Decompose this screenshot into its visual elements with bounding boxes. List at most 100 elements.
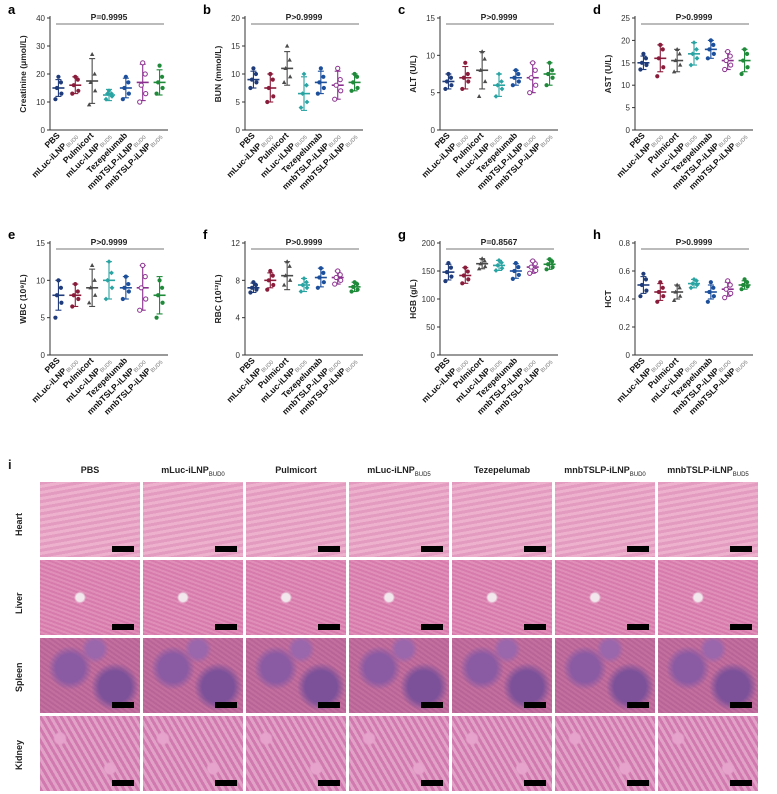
data-point [547,257,552,262]
data-point [550,75,555,80]
data-point [317,80,322,85]
row-label: Spleen [14,661,24,692]
data-point [75,289,80,294]
data-point [352,71,357,77]
data-point [122,285,127,290]
y-axis-label: Creatinine (μmol/L) [18,35,28,113]
data-point [338,277,344,283]
y-tick-label: 0 [626,126,631,135]
row-label: Kidney [14,739,24,770]
data-point [691,40,697,46]
y-axis-label: BUN (mmol/L) [213,46,223,103]
data-point [513,261,518,266]
data-point [103,296,109,302]
chart-panel-h: h00.20.40.60.8HCTP>0.9999PBSmLuc-iLNPBUD… [593,227,753,418]
histology-tile [349,638,449,713]
data-point [56,278,61,283]
data-point [157,278,162,283]
scale-bar [730,780,752,786]
data-point [513,68,518,73]
column-header: mnbTSLP-iLNPBUD0 [564,465,646,478]
x-tick-subscript: BUD5 [345,360,360,375]
data-point [335,268,341,274]
data-point [92,277,97,282]
data-point [742,277,747,282]
data-point [318,66,323,71]
data-point [482,56,487,61]
data-point [251,66,256,71]
y-tick-label: 5 [236,98,241,107]
data-point [656,56,661,61]
histology-tile [555,716,655,791]
y-tick-label: 0 [41,126,46,135]
data-point [655,74,660,79]
data-point [71,293,76,298]
y-tick-label: 0.4 [619,295,631,304]
histology-tile [452,482,552,557]
scale-bar [112,780,134,786]
histology-tile [349,560,449,635]
data-point [677,293,683,298]
p-value-label: P>0.9999 [286,12,323,22]
y-tick-label: 0 [431,351,436,360]
data-point [266,278,271,283]
column-header: Tezepelumab [473,465,531,475]
column-header-subscript: BUD0 [208,471,225,478]
data-point [466,277,471,282]
data-point [674,282,680,287]
y-tick-label: 0.2 [619,323,631,332]
data-point [723,57,729,64]
data-point [283,273,288,278]
data-point [89,263,95,267]
data-point [549,68,555,73]
data-point [105,277,110,283]
data-point [349,289,354,294]
scale-bar [730,624,752,630]
y-axis-label: HGB (g/L) [408,279,418,319]
data-point [137,99,143,105]
row-label: Liver [14,591,24,614]
data-point [154,315,159,320]
data-point [300,282,305,288]
data-point [58,80,64,85]
panel-letter: h [593,227,601,242]
y-tick-label: 5 [431,89,436,98]
data-point [155,293,161,298]
data-point [745,284,750,289]
data-point [496,71,502,77]
data-point [465,71,470,77]
data-point [249,285,255,290]
data-point [143,91,149,97]
x-tick-subscript: BUD5 [150,135,165,150]
data-point [138,285,144,291]
data-point [53,315,58,320]
data-point [300,91,305,96]
data-point [638,67,643,72]
data-point [694,55,700,61]
panel-letter: e [8,227,15,242]
data-point [304,285,310,291]
data-point [123,274,128,279]
scale-bar [318,780,340,786]
data-point [745,65,750,70]
data-point [512,268,517,274]
scale-bar [524,624,546,630]
data-point [516,71,521,77]
y-axis-label: HCT [603,289,613,307]
data-point [516,264,521,270]
data-point [512,75,517,80]
data-point [641,271,646,276]
data-point [283,66,288,70]
data-point [281,80,287,84]
data-point [123,74,128,79]
data-point [266,85,271,91]
data-point [160,85,165,91]
data-point [739,71,744,77]
scale-bar [627,780,649,786]
data-point [674,46,680,51]
data-point [658,42,663,47]
data-point [287,74,293,79]
data-point [448,75,454,80]
histology-tile [246,482,346,557]
